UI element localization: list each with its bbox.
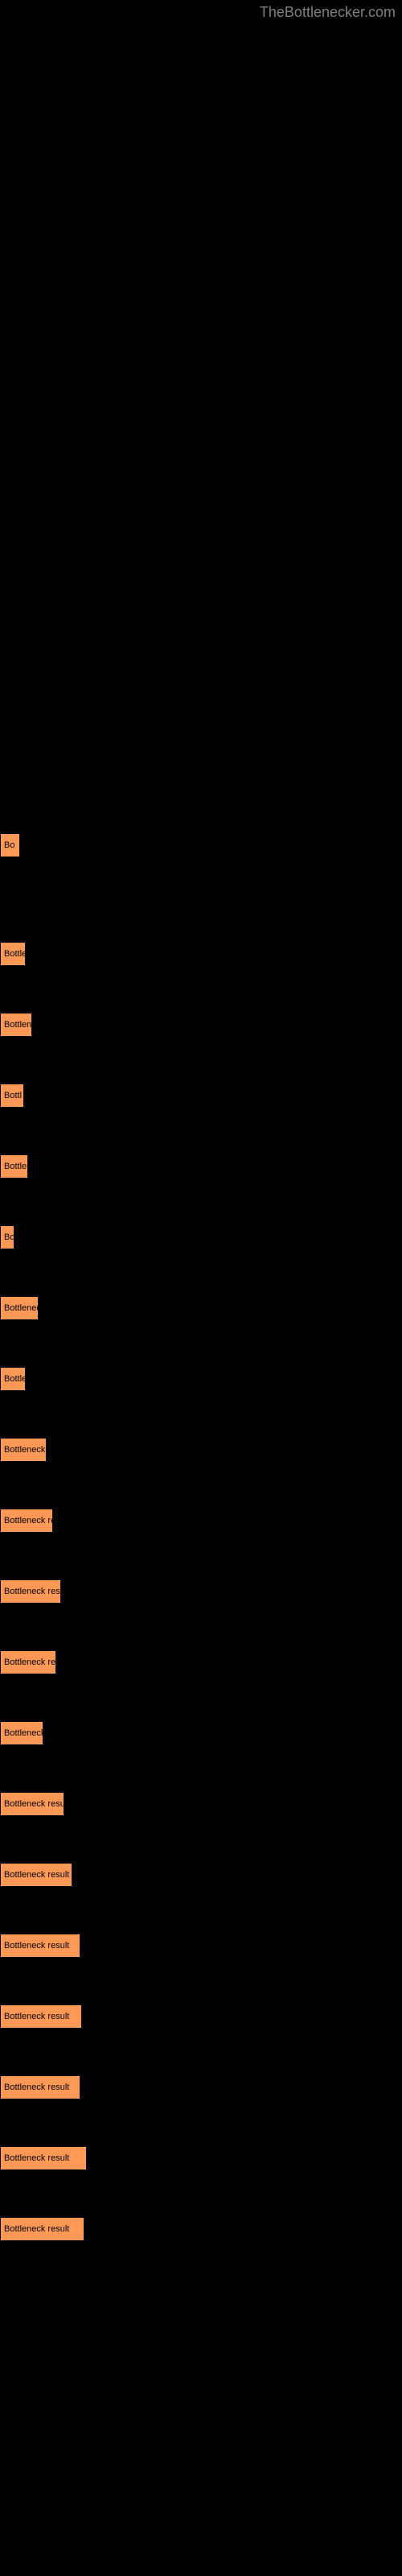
chart-bar: Bottle [0,942,26,966]
bar-row: Bottleneck result [0,1579,61,1604]
bar-row: Bottleneck result [0,1934,80,1958]
bar-row: Bottlenec [0,1296,39,1320]
bar-row: Bottleneck result [0,2004,82,2029]
chart-bar: Bottl [0,1084,24,1108]
bar-row: Bottleneck result [0,2146,87,2170]
chart-bar: Bottleneck result [0,2075,80,2099]
bar-row: Bo [0,1225,14,1249]
bar-row: Bottleneck re [0,1438,47,1462]
chart-bar: Bottlenec [0,1296,39,1320]
chart-bar: Bottle [0,1367,26,1391]
chart-bar: Bottleneck result [0,2217,84,2241]
chart-bar: Bottleneck re [0,1438,47,1462]
bar-row: Bottleneck res [0,1509,53,1533]
chart-bar: Bottleneck result [0,1579,61,1604]
chart-bar: Bo [0,1225,14,1249]
chart-bar: Bottler [0,1154,28,1179]
chart-bar: Bottleneck result [0,1934,80,1958]
bar-row: Bottleneck result [0,2217,84,2241]
bar-row: Bottleneck result [0,1792,64,1816]
bar-row: Bo [0,833,20,857]
chart-bar: Bottleneck r [0,1721,43,1745]
watermark-text: TheBottlenecker.com [260,4,396,21]
chart-bar: Bottleneck result [0,1863,72,1887]
bar-row: Bottleneck result [0,1863,72,1887]
chart-bar: Bottleneck resu [0,1650,56,1674]
bar-row: Bottleneck result [0,2075,80,2099]
bar-row: Bottleneck resu [0,1650,56,1674]
bar-row: Bottleneck r [0,1721,43,1745]
chart-bar: Bottleneck result [0,2004,82,2029]
chart-bar: Bottleneck result [0,2146,87,2170]
bar-row: Bottlen [0,1013,32,1037]
chart-bar: Bo [0,833,20,857]
bar-row: Bottle [0,1367,26,1391]
bar-row: Bottle [0,942,26,966]
bar-row: Bottler [0,1154,28,1179]
chart-bar: Bottlen [0,1013,32,1037]
bar-row: Bottl [0,1084,24,1108]
chart-bar: Bottleneck result [0,1792,64,1816]
chart-bar: Bottleneck res [0,1509,53,1533]
